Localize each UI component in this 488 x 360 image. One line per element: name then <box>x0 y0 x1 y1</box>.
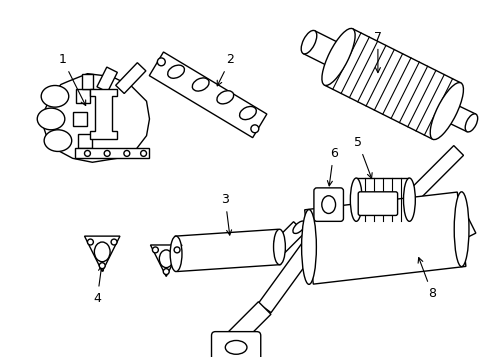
Ellipse shape <box>170 236 182 271</box>
Ellipse shape <box>429 82 463 140</box>
Polygon shape <box>324 29 460 139</box>
Ellipse shape <box>217 91 233 104</box>
Ellipse shape <box>453 192 468 267</box>
Ellipse shape <box>349 178 362 221</box>
Text: 1: 1 <box>59 53 85 105</box>
Text: 6: 6 <box>327 147 337 186</box>
Polygon shape <box>97 67 117 92</box>
Ellipse shape <box>167 65 184 78</box>
Polygon shape <box>258 242 315 312</box>
Polygon shape <box>356 178 408 221</box>
Circle shape <box>152 247 158 253</box>
Text: 3: 3 <box>221 193 231 235</box>
Circle shape <box>123 150 129 156</box>
Ellipse shape <box>464 114 477 132</box>
Polygon shape <box>456 216 475 238</box>
Circle shape <box>163 269 169 275</box>
Ellipse shape <box>41 85 69 107</box>
Polygon shape <box>116 63 145 94</box>
Polygon shape <box>175 229 280 271</box>
Circle shape <box>104 150 110 156</box>
FancyBboxPatch shape <box>358 192 397 215</box>
Polygon shape <box>442 102 475 132</box>
Ellipse shape <box>225 341 246 354</box>
Polygon shape <box>43 74 149 162</box>
Text: 2: 2 <box>217 53 234 86</box>
Polygon shape <box>75 148 149 158</box>
Polygon shape <box>224 302 270 349</box>
Circle shape <box>141 150 146 156</box>
Text: 8: 8 <box>417 258 435 300</box>
Text: 5: 5 <box>353 136 371 178</box>
Ellipse shape <box>159 250 173 267</box>
Ellipse shape <box>192 78 209 91</box>
Polygon shape <box>149 52 266 138</box>
Ellipse shape <box>301 210 316 284</box>
Ellipse shape <box>403 178 414 221</box>
Ellipse shape <box>273 229 285 265</box>
Ellipse shape <box>37 108 65 130</box>
Text: 7: 7 <box>373 31 381 73</box>
Ellipse shape <box>321 28 354 85</box>
Ellipse shape <box>44 130 72 152</box>
Polygon shape <box>78 134 92 148</box>
Polygon shape <box>303 31 344 68</box>
Polygon shape <box>73 112 87 126</box>
Polygon shape <box>304 192 465 284</box>
Polygon shape <box>81 74 93 89</box>
Polygon shape <box>90 89 117 139</box>
Circle shape <box>157 58 165 66</box>
Polygon shape <box>76 89 90 103</box>
FancyBboxPatch shape <box>313 188 343 221</box>
Circle shape <box>174 247 180 253</box>
Polygon shape <box>84 236 120 271</box>
Circle shape <box>84 150 90 156</box>
Circle shape <box>250 125 258 133</box>
Circle shape <box>99 263 105 269</box>
Circle shape <box>111 239 117 245</box>
Polygon shape <box>150 245 182 276</box>
Polygon shape <box>404 145 463 204</box>
Text: 4: 4 <box>93 266 103 305</box>
Polygon shape <box>273 222 304 252</box>
Ellipse shape <box>301 30 316 54</box>
FancyBboxPatch shape <box>211 332 260 360</box>
Ellipse shape <box>239 107 256 120</box>
Ellipse shape <box>321 196 335 213</box>
Circle shape <box>87 239 93 245</box>
Ellipse shape <box>94 242 110 262</box>
Ellipse shape <box>292 221 305 234</box>
